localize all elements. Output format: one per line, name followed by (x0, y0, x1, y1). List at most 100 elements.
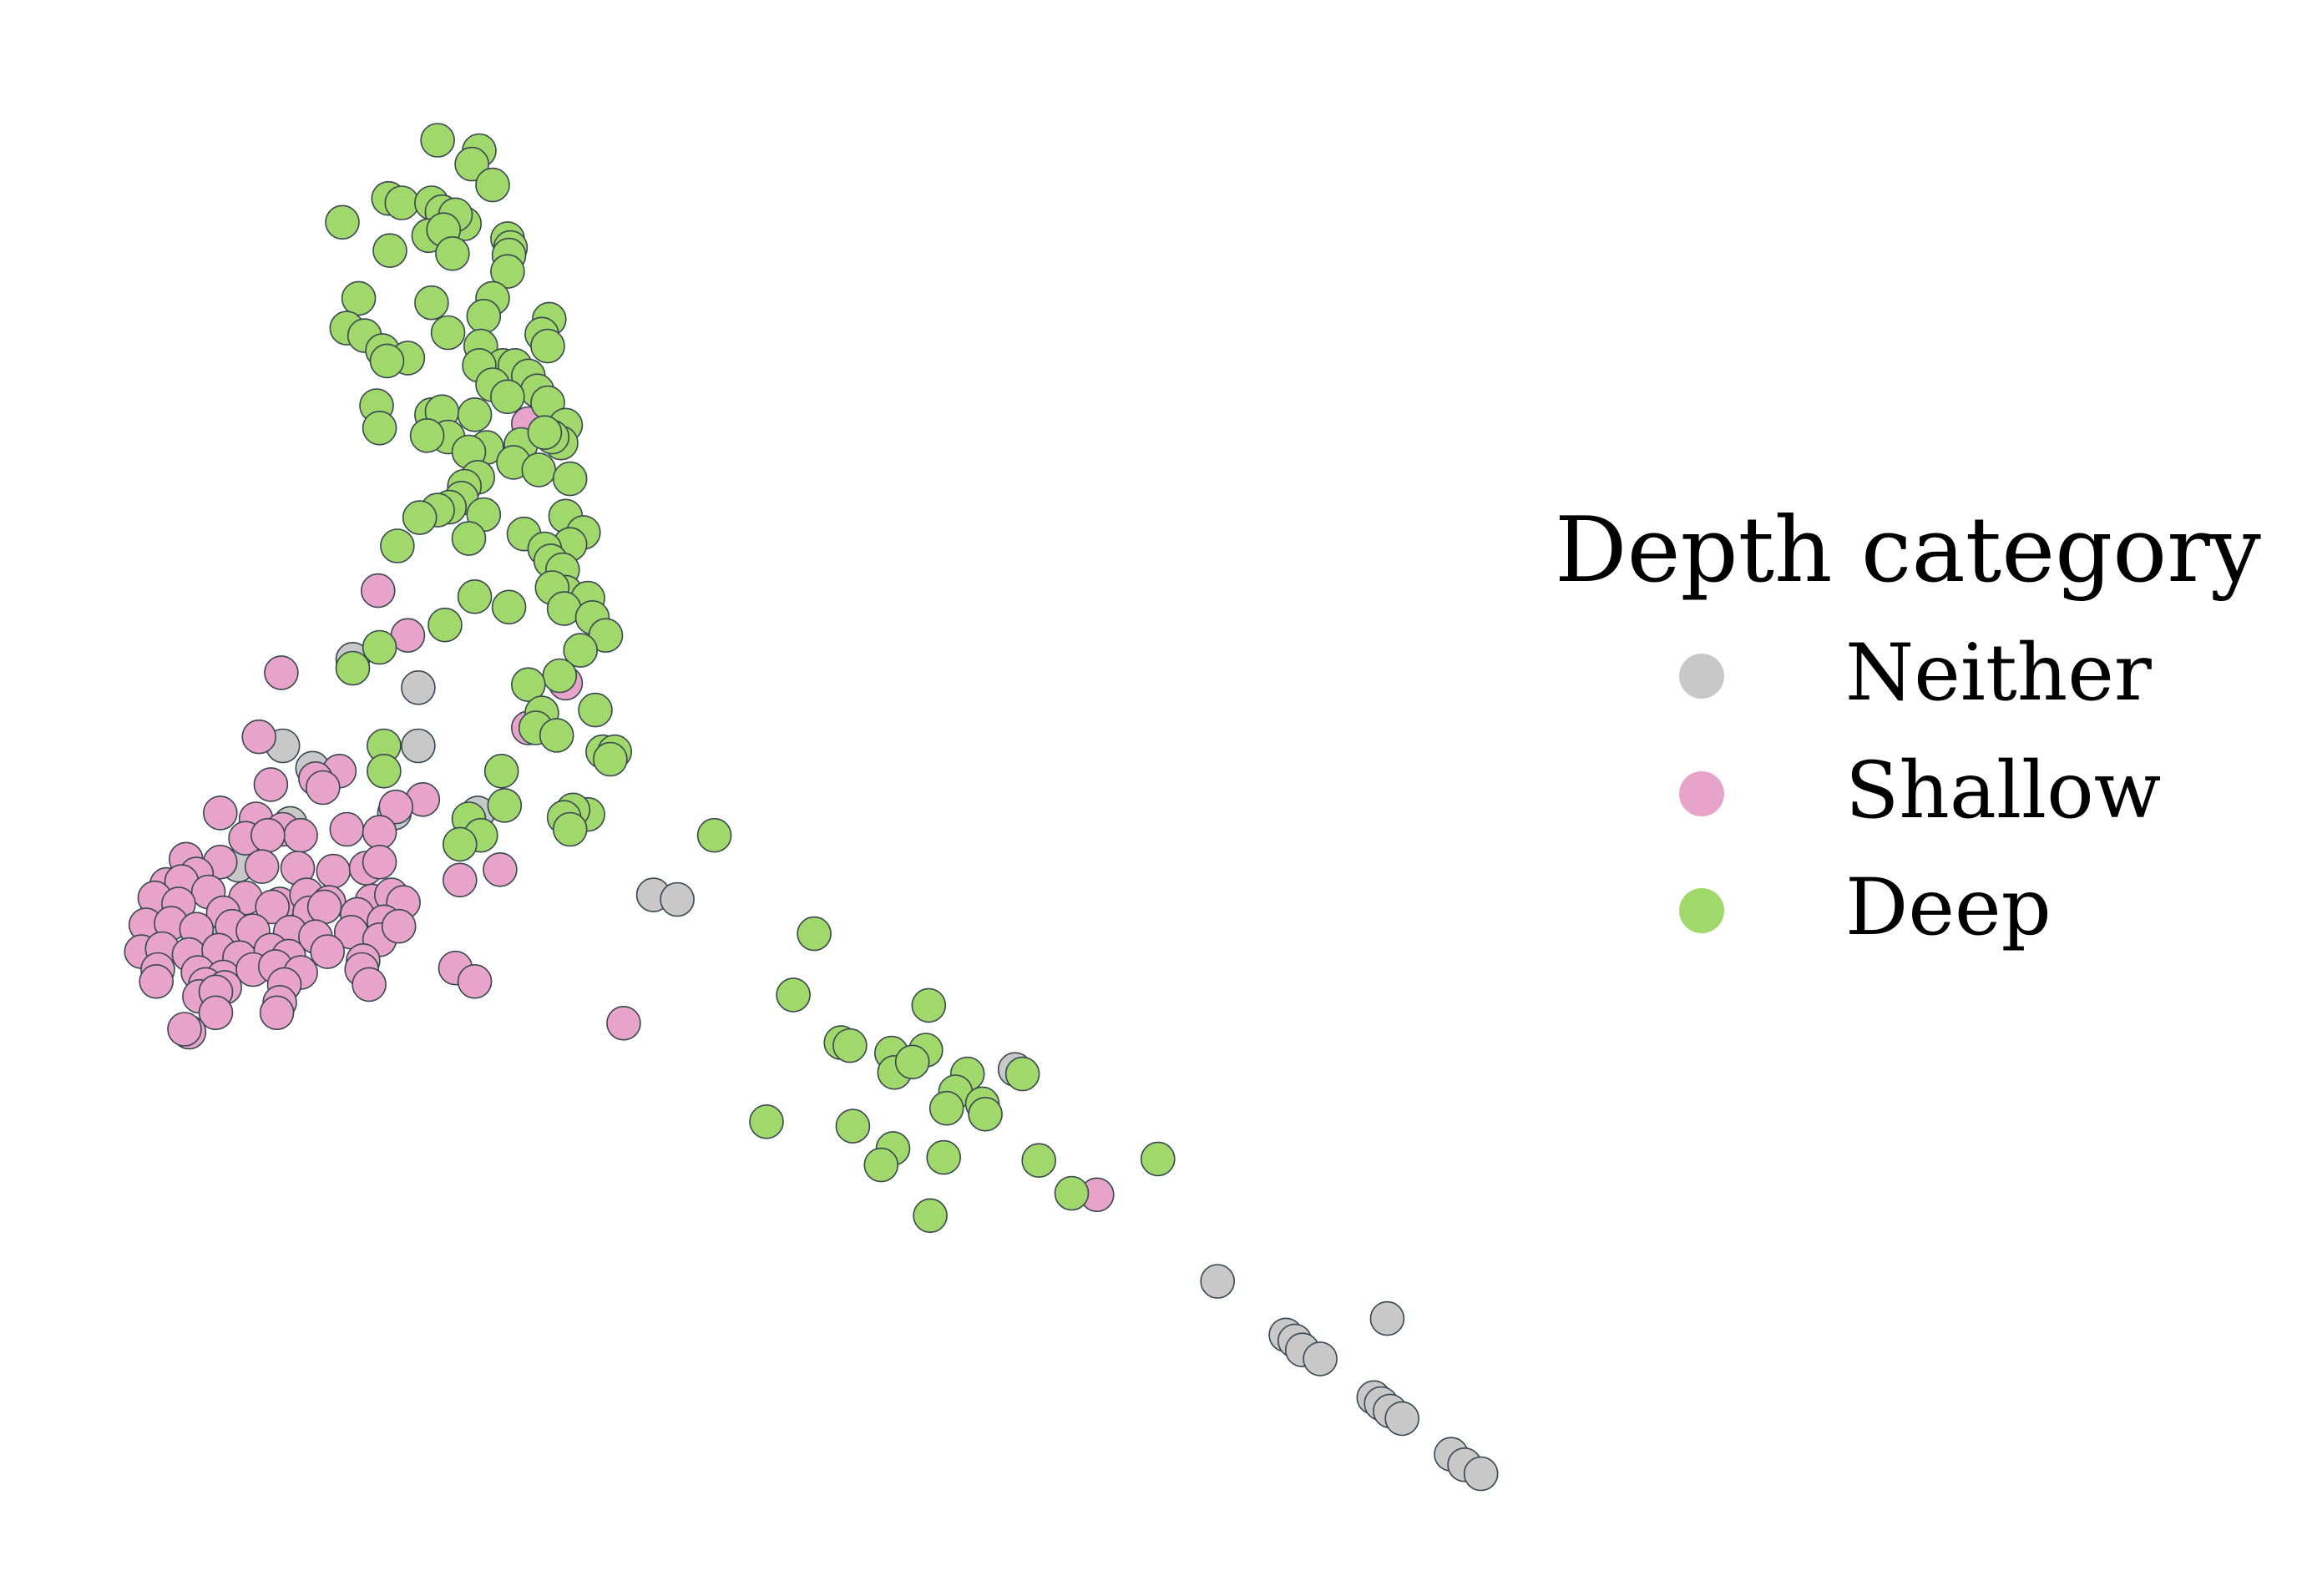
point-deep-123 (835, 1109, 871, 1144)
point-deep-127 (1021, 1143, 1056, 1178)
point-deep-94 (593, 741, 628, 777)
point-deep-2 (454, 146, 489, 182)
scatter-points (124, 123, 1499, 1492)
point-deep-46 (362, 410, 397, 446)
point-neither-16 (1303, 1341, 1338, 1376)
point-deep-85 (335, 650, 371, 686)
point-deep-125 (863, 1147, 899, 1183)
point-neither-20 (1384, 1401, 1419, 1437)
point-deep-87 (510, 667, 546, 703)
point-shallow-21 (283, 817, 318, 853)
point-shallow-88 (167, 1012, 202, 1047)
point-shallow-81 (457, 964, 493, 999)
point-deep-18 (490, 254, 525, 290)
point-deep-96 (367, 753, 402, 789)
point-deep-20 (341, 280, 377, 316)
point-deep-84 (563, 633, 599, 668)
point-deep-3 (475, 167, 510, 203)
legend-swatch-shallow (1679, 771, 1724, 816)
point-neither-3 (401, 728, 436, 764)
legend-label-deep: Deep (1845, 862, 2052, 953)
point-shallow-79 (483, 852, 518, 887)
point-shallow-89 (606, 1006, 641, 1041)
point-deep-122 (749, 1104, 784, 1139)
point-deep-53 (527, 415, 563, 451)
point-neither-12 (1369, 1301, 1405, 1336)
point-deep-106 (696, 817, 732, 853)
point-shallow-26 (316, 853, 352, 889)
legend: Depth category Neither Shallow Deep (1555, 498, 2261, 953)
point-deep-128 (1141, 1141, 1176, 1177)
point-shallow-3 (264, 655, 299, 690)
point-shallow-77 (352, 967, 387, 1003)
point-deep-5 (384, 185, 420, 220)
point-shallow-56 (381, 908, 417, 944)
point-deep-57 (552, 461, 588, 497)
point-deep-44 (457, 396, 493, 432)
point-deep-129 (1054, 1175, 1090, 1211)
legend-label-neither: Neither (1845, 628, 2152, 719)
point-shallow-86 (259, 995, 295, 1031)
legend-label-shallow: Shallow (1845, 745, 2161, 836)
point-neither-1 (401, 669, 436, 705)
point-shallow-13 (378, 789, 414, 825)
legend-swatch-deep (1679, 888, 1724, 933)
point-deep-115 (894, 1044, 930, 1080)
point-shallow-17 (362, 815, 397, 850)
point-shallow-44 (306, 889, 342, 925)
legend-swatch-neither (1679, 654, 1724, 699)
point-deep-91 (539, 718, 574, 753)
point-deep-71 (380, 528, 415, 563)
point-deep-48 (409, 417, 445, 453)
point-deep-78 (491, 589, 527, 625)
point-shallow-10 (305, 770, 341, 806)
point-deep-17 (372, 233, 407, 269)
point-deep-121 (1004, 1056, 1040, 1092)
point-deep-111 (832, 1028, 868, 1063)
point-deep-39 (490, 379, 525, 415)
point-deep-118 (928, 1090, 964, 1126)
point-shallow-12 (202, 795, 238, 831)
point-shallow-73 (139, 964, 174, 999)
point-deep-97 (483, 753, 519, 789)
point-deep-28 (530, 328, 565, 364)
point-shallow-8 (253, 767, 289, 802)
point-shallow-16 (329, 811, 365, 847)
point-shallow-85 (198, 995, 234, 1031)
point-deep-16 (435, 235, 470, 271)
point-deep-86 (542, 658, 578, 694)
point-deep-126 (926, 1139, 961, 1175)
point-deep-105 (442, 826, 478, 862)
point-shallow-42 (255, 889, 291, 925)
point-neither-23 (1463, 1456, 1499, 1492)
point-neither-9 (660, 881, 695, 917)
point-deep-0 (420, 123, 455, 158)
point-deep-8 (325, 205, 360, 240)
point-deep-32 (369, 343, 405, 379)
point-deep-98 (487, 788, 523, 823)
point-deep-21 (414, 285, 449, 321)
point-deep-65 (451, 521, 487, 556)
point-neither-11 (1200, 1264, 1235, 1299)
point-deep-81 (428, 607, 463, 643)
point-deep-130 (913, 1198, 948, 1234)
point-shallow-5 (241, 719, 277, 755)
point-shallow-24 (244, 849, 280, 884)
point-shallow-1 (360, 573, 396, 609)
point-deep-88 (578, 692, 613, 728)
point-deep-25 (430, 315, 466, 351)
point-shallow-78 (442, 862, 478, 898)
point-deep-108 (776, 977, 811, 1013)
point-deep-56 (521, 452, 557, 487)
point-deep-63 (402, 500, 438, 535)
point-shallow-22 (250, 817, 286, 853)
point-deep-22 (466, 298, 502, 334)
point-deep-107 (797, 916, 832, 952)
point-shallow-28 (362, 845, 397, 880)
point-deep-77 (457, 578, 493, 614)
point-shallow-64 (310, 934, 346, 969)
point-deep-83 (362, 629, 397, 665)
legend-title: Depth category (1555, 498, 2261, 603)
point-deep-109 (911, 987, 947, 1023)
